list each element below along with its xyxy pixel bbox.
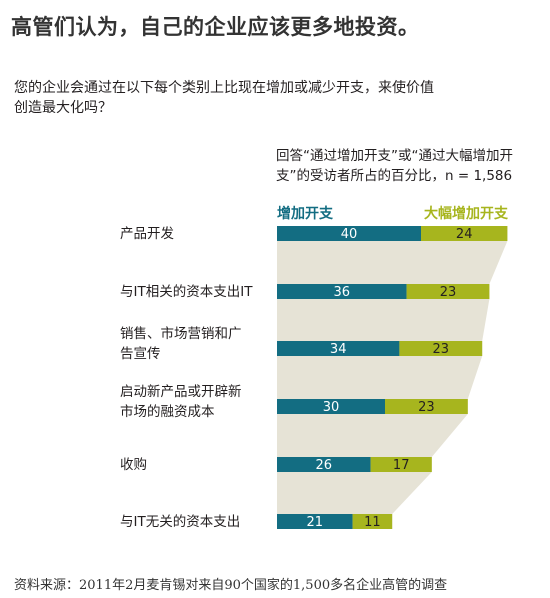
bar-increase bbox=[277, 284, 407, 299]
category-label: 销售、市场营销和广 bbox=[120, 325, 242, 342]
bar-increase bbox=[277, 457, 371, 472]
legend-significant-increase: 大幅增加开支 bbox=[424, 205, 509, 222]
bar-increase bbox=[277, 226, 421, 241]
bar-significant-increase bbox=[406, 284, 490, 299]
category-label: 产品开发 bbox=[120, 226, 174, 242]
value-label-increase: 21 bbox=[307, 515, 324, 530]
bar-increase bbox=[277, 399, 385, 414]
category-label: 与IT无关的资本支出 bbox=[120, 514, 240, 530]
chart-title: 高管们认为，自己的企业应该更多地投资。 bbox=[11, 15, 420, 39]
value-label-increase: 40 bbox=[341, 227, 358, 242]
survey-question: 您的企业会通过在以下每个类别上比现在增加或减少开支，来使价值创造最大化吗？ bbox=[14, 80, 434, 116]
value-label-significant: 11 bbox=[364, 515, 381, 530]
bar-significant-increase bbox=[370, 457, 432, 472]
bar-increase bbox=[277, 341, 400, 356]
bar-increase bbox=[277, 514, 353, 529]
value-label-significant: 24 bbox=[456, 227, 473, 242]
bar-significant-increase bbox=[352, 514, 393, 529]
legend-increase: 增加开支 bbox=[277, 205, 334, 222]
value-label-increase: 34 bbox=[330, 342, 347, 357]
value-label-significant: 23 bbox=[440, 285, 457, 300]
connector-band bbox=[277, 226, 508, 529]
category-label: 与IT相关的资本支出IT bbox=[120, 284, 253, 300]
bar-significant-increase bbox=[399, 341, 483, 356]
category-label: 启动新产品或开辟新 bbox=[120, 384, 242, 400]
bar-significant-increase bbox=[421, 226, 508, 241]
value-label-significant: 23 bbox=[418, 400, 435, 415]
category-label: 收购 bbox=[120, 457, 147, 473]
value-label-increase: 36 bbox=[334, 285, 351, 300]
category-label: 告宣传 bbox=[120, 346, 161, 362]
value-label-significant: 17 bbox=[393, 458, 410, 473]
bar-significant-increase bbox=[385, 399, 468, 414]
value-label-significant: 23 bbox=[433, 342, 450, 357]
value-label-increase: 30 bbox=[323, 400, 340, 415]
source-note: 资料来源：2011年2月麦肯锡对来自90个国家的1,500多名企业高管的调查 bbox=[14, 578, 448, 593]
category-label: 市场的融资成本 bbox=[120, 403, 215, 420]
value-label-increase: 26 bbox=[316, 458, 333, 473]
bars-group: 40 24 产品开发 36 23 与IT相关的资本支出IT 34 23 销售、市场营销和广告宣传… bbox=[120, 226, 508, 530]
chart-note: 回答“通过增加开支”或“通过大幅增加开支”的受访者所占的百分比，n = 1,58… bbox=[276, 148, 513, 184]
